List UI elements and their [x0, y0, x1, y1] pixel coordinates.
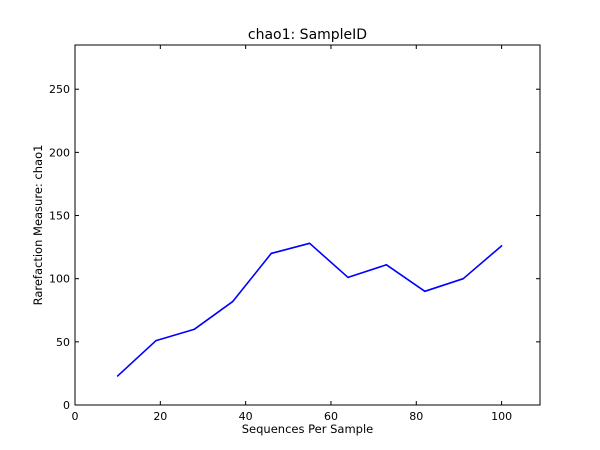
- data-point-0-4: [270, 252, 273, 255]
- y-tick-label-5: 250: [49, 83, 70, 96]
- x-axis-label: Sequences Per Sample: [242, 422, 373, 436]
- y-axis-label: Rarefaction Measure: chao1: [31, 145, 45, 306]
- x-tick-label-4: 80: [409, 410, 423, 423]
- data-point-0-6: [347, 276, 349, 279]
- data-point-0-10: [500, 245, 503, 247]
- data-point-0-2: [193, 328, 196, 331]
- y-tick-label-3: 150: [49, 210, 70, 223]
- data-point-0-7: [385, 263, 388, 266]
- y-tick-label-2: 100: [49, 273, 70, 286]
- data-point-0-9: [462, 277, 465, 280]
- series-line-0: [117, 242, 503, 377]
- plot-area: [74, 44, 541, 406]
- chart-title: chao1: SampleID: [248, 27, 367, 43]
- x-tick-label-5: 100: [491, 410, 512, 423]
- y-tick-label-0: 0: [63, 399, 70, 412]
- data-point-0-5: [308, 242, 311, 245]
- x-tick-label-3: 60: [324, 410, 338, 423]
- axis-ticks: [74, 45, 540, 406]
- data-point-0-8: [424, 290, 426, 293]
- x-tick-label-1: 20: [153, 410, 167, 423]
- data-point-0-3: [232, 300, 234, 303]
- data-point-0-0: [116, 375, 119, 377]
- x-tick-label-2: 40: [239, 410, 253, 423]
- x-tick-label-0: 0: [72, 410, 79, 423]
- series-layer: [116, 242, 503, 377]
- data-point-0-1: [155, 339, 157, 342]
- y-tick-label-4: 200: [49, 146, 70, 159]
- y-tick-label-1: 50: [56, 336, 70, 349]
- axis-tick-labels: 0 20 40 60 80 100 0 50 100 150 200 250: [49, 83, 512, 423]
